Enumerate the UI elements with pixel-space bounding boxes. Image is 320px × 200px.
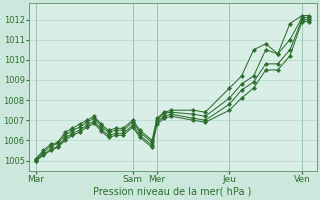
X-axis label: Pression niveau de la mer( hPa ): Pression niveau de la mer( hPa ) — [93, 187, 252, 197]
